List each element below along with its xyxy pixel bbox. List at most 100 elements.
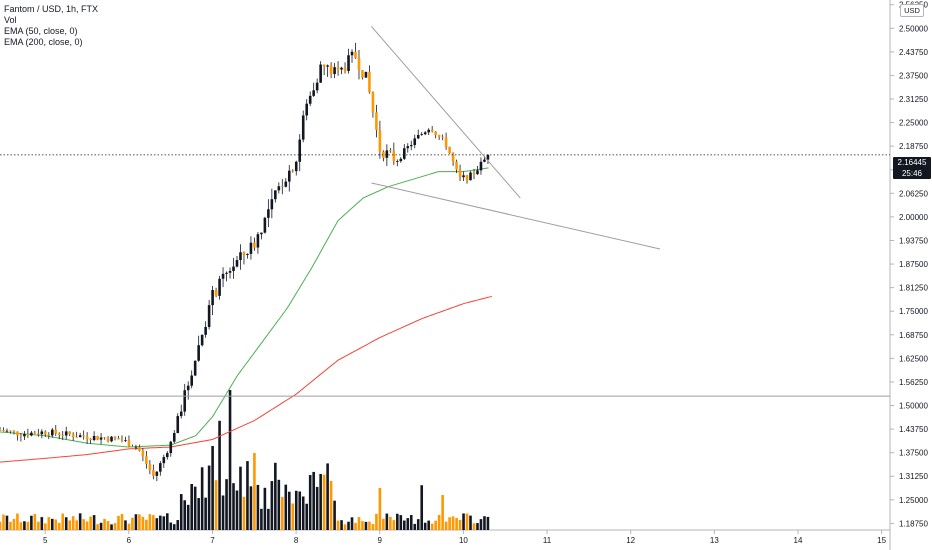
legend-ema50[interactable]: EMA (50, close, 0) xyxy=(4,26,78,36)
volume-bar xyxy=(322,474,326,530)
y-tick-label: 1.68750 xyxy=(899,331,928,340)
candle-body xyxy=(413,138,417,146)
y-tick-label: 2.50000 xyxy=(899,24,928,33)
legend-volume[interactable]: Vol xyxy=(4,15,17,25)
volume-bar xyxy=(207,465,211,530)
candle-body xyxy=(176,416,180,434)
candle-body xyxy=(396,161,399,162)
volume-bar xyxy=(423,522,427,530)
candle-body xyxy=(333,67,336,75)
volume-bar xyxy=(106,521,110,530)
y-tick-label: 1.56250 xyxy=(899,378,928,387)
candle-body xyxy=(103,437,106,439)
volume-bar xyxy=(336,520,340,530)
volume-bar xyxy=(113,523,117,530)
trendline xyxy=(371,182,661,250)
candle-body xyxy=(169,441,173,454)
volume-bar xyxy=(479,519,483,530)
volume-bar xyxy=(305,503,309,530)
volume-bar xyxy=(211,446,214,530)
candle-body xyxy=(110,436,113,442)
volume-bar xyxy=(165,513,169,530)
candle-body xyxy=(444,137,448,148)
candle-body xyxy=(183,390,187,412)
volume-bar xyxy=(110,524,113,530)
candle-body xyxy=(277,186,281,191)
candle-body xyxy=(270,199,274,210)
candle-body xyxy=(291,170,295,172)
drawing-lines[interactable] xyxy=(0,26,890,397)
candle-body xyxy=(23,434,26,437)
candle-body xyxy=(354,51,357,58)
candle-body xyxy=(179,411,183,417)
candle-body xyxy=(420,134,424,135)
volume-bar xyxy=(430,523,434,530)
candle-body xyxy=(253,242,256,248)
candle-body xyxy=(322,64,326,67)
volume-bar xyxy=(483,516,486,530)
candle-body xyxy=(57,433,61,436)
legend-ema200[interactable]: EMA (200, close, 0) xyxy=(4,37,83,47)
legend-symbol-title[interactable]: Fantom / USD, 1h, FTX xyxy=(4,4,99,14)
volume-bar xyxy=(354,522,357,530)
candle-body xyxy=(134,446,138,448)
volume-bar xyxy=(85,521,89,530)
volume-bar xyxy=(117,515,120,530)
volume-bar xyxy=(319,474,322,530)
candle-body xyxy=(472,172,476,175)
candle-body xyxy=(315,82,319,91)
candle-body xyxy=(483,159,486,162)
candle-body xyxy=(249,242,253,254)
volume-bar xyxy=(357,517,361,530)
volume-bar xyxy=(75,520,78,530)
volume-bar xyxy=(291,503,295,530)
candle-body xyxy=(375,112,378,131)
candle-body xyxy=(40,431,44,435)
volume-bar xyxy=(476,523,479,530)
volume-bar xyxy=(315,486,319,530)
volume-bar xyxy=(281,496,284,530)
candle-body xyxy=(50,429,54,436)
currency-button[interactable]: USD xyxy=(900,4,924,17)
x-tick-label: 10 xyxy=(459,536,468,545)
volume-bar xyxy=(96,524,99,530)
x-tick-label: 5 xyxy=(43,536,48,545)
volume-bar xyxy=(260,508,263,530)
volume-bar xyxy=(134,514,138,530)
volume-bar xyxy=(455,517,458,530)
time-axis[interactable]: 5 6 7 8 9 10 11 12 13 14 15 xyxy=(43,530,887,545)
volume-bar xyxy=(159,515,162,530)
volume-bar xyxy=(399,515,403,530)
candle-body xyxy=(382,151,385,158)
volume-bar xyxy=(451,516,455,530)
x-tick-label: 8 xyxy=(294,536,299,545)
volume-bar xyxy=(434,520,437,530)
candle-body xyxy=(19,435,23,437)
volume-bar xyxy=(120,513,124,530)
candle-body xyxy=(113,436,117,439)
volume-bar xyxy=(274,462,277,530)
volume-bar xyxy=(78,513,82,530)
volume-bar xyxy=(375,513,378,530)
volume-bar xyxy=(162,516,166,530)
volume-bar xyxy=(326,463,329,530)
volume-bar xyxy=(176,520,180,530)
volume-bar xyxy=(246,461,249,530)
price-axis[interactable]: 2.562502.500002.437502.375002.312502.250… xyxy=(890,1,928,529)
volume-bar xyxy=(308,475,312,530)
candle-body xyxy=(228,271,232,273)
y-tick-label: 1.75000 xyxy=(899,307,928,316)
volume-bar xyxy=(249,486,253,530)
y-tick-label: 1.37500 xyxy=(899,449,928,458)
y-tick-label: 1.62500 xyxy=(899,354,928,363)
candle-body xyxy=(246,253,249,255)
volume-bar xyxy=(214,480,218,530)
candle-body xyxy=(357,57,361,71)
x-tick-label: 15 xyxy=(877,536,886,545)
volume-bar xyxy=(416,519,420,530)
chart-legend: Fantom / USD, 1h, FTX Vol EMA (50, close… xyxy=(4,4,98,48)
candle-body xyxy=(64,431,68,436)
candle-body xyxy=(197,345,200,361)
candle-body xyxy=(204,326,207,335)
